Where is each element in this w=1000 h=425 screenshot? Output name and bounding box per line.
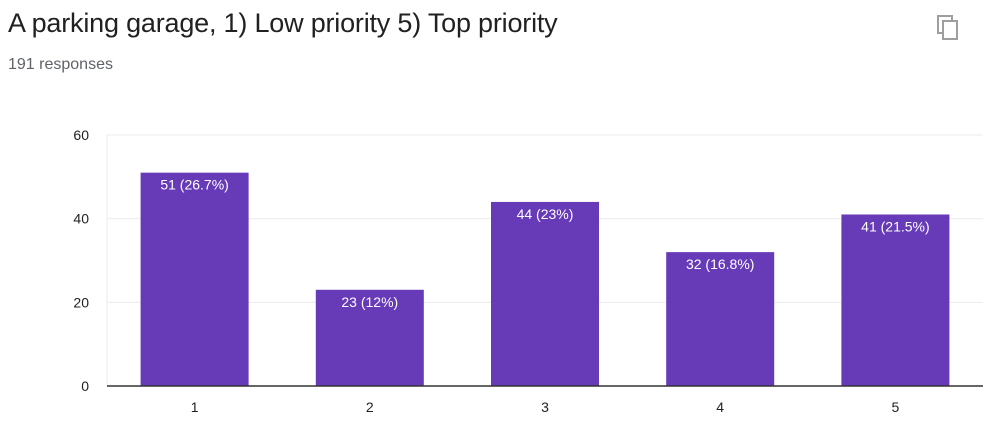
y-tick-label: 40	[73, 211, 89, 227]
bars: 51 (26.7%) 23 (12%) 44 (23%) 32 (16.8%) 41 (…	[140, 172, 950, 386]
bar-1[interactable]	[140, 172, 249, 386]
bar-2[interactable]	[315, 289, 424, 386]
y-tick-label: 0	[81, 378, 89, 394]
bar-data-label: 32 (16.8%)	[686, 256, 754, 272]
bar-3[interactable]	[491, 201, 599, 386]
x-tick-label: 5	[892, 399, 900, 415]
bar-5[interactable]	[841, 214, 950, 386]
x-tick-label: 3	[541, 399, 549, 415]
bar-data-label: 44 (23%)	[517, 206, 574, 222]
bar-data-label: 51 (26.7%)	[160, 177, 228, 193]
copy-icon	[937, 15, 958, 40]
x-tick-label: 4	[716, 399, 724, 415]
chart-title: A parking garage, 1) Low priority 5) Top…	[8, 8, 558, 38]
x-tick-label: 2	[366, 399, 374, 415]
y-tick-label: 20	[73, 294, 89, 310]
bar-4[interactable]	[666, 252, 775, 386]
response-count: 191 responses	[8, 56, 113, 73]
y-tick-label: 60	[73, 127, 89, 143]
gridlines	[106, 134, 983, 386]
x-tick-label: 1	[191, 399, 199, 415]
axes: 0 20 40 60 1 2 3 4 5	[73, 127, 983, 415]
bar-data-label: 23 (12%)	[341, 294, 398, 310]
copy-chart-button[interactable]	[932, 12, 964, 44]
bar-data-label: 41 (21.5%)	[861, 218, 929, 234]
